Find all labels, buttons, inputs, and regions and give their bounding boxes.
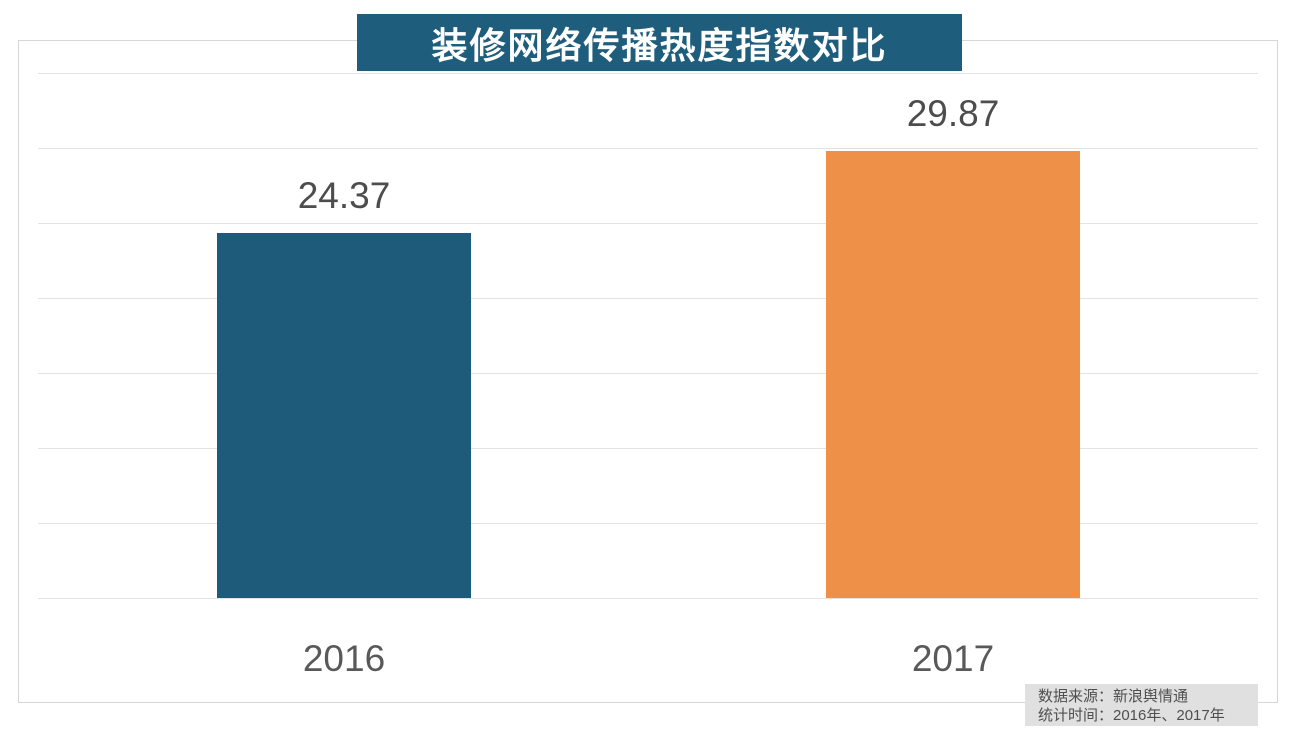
source-note-line2: 统计时间：2016年、2017年 bbox=[1038, 707, 1225, 724]
bar-2016 bbox=[217, 233, 471, 598]
x-axis-label-2017: 2017 bbox=[911, 638, 995, 679]
gridline bbox=[38, 73, 1258, 74]
chart-title-text: 装修网络传播热度指数对比 bbox=[431, 24, 888, 66]
gridline bbox=[38, 148, 1258, 149]
gridline bbox=[38, 298, 1258, 299]
gridline bbox=[38, 523, 1258, 524]
source-note-line1: 数据来源：新浪舆情通 bbox=[1038, 688, 1189, 705]
gridline bbox=[38, 598, 1258, 599]
chart-title: 装修网络传播热度指数对比 bbox=[357, 14, 962, 71]
gridline bbox=[38, 373, 1258, 374]
value-label-2016: 24.37 bbox=[297, 175, 391, 216]
x-axis-label-2016: 2016 bbox=[302, 638, 386, 679]
gridline bbox=[38, 448, 1258, 449]
bar-2017 bbox=[826, 151, 1080, 598]
plot-area-border bbox=[18, 40, 1278, 703]
value-label-2017: 29.87 bbox=[906, 93, 1000, 134]
source-note: 数据来源：新浪舆情通 统计时间：2016年、2017年 bbox=[1025, 684, 1258, 726]
gridline bbox=[38, 223, 1258, 224]
